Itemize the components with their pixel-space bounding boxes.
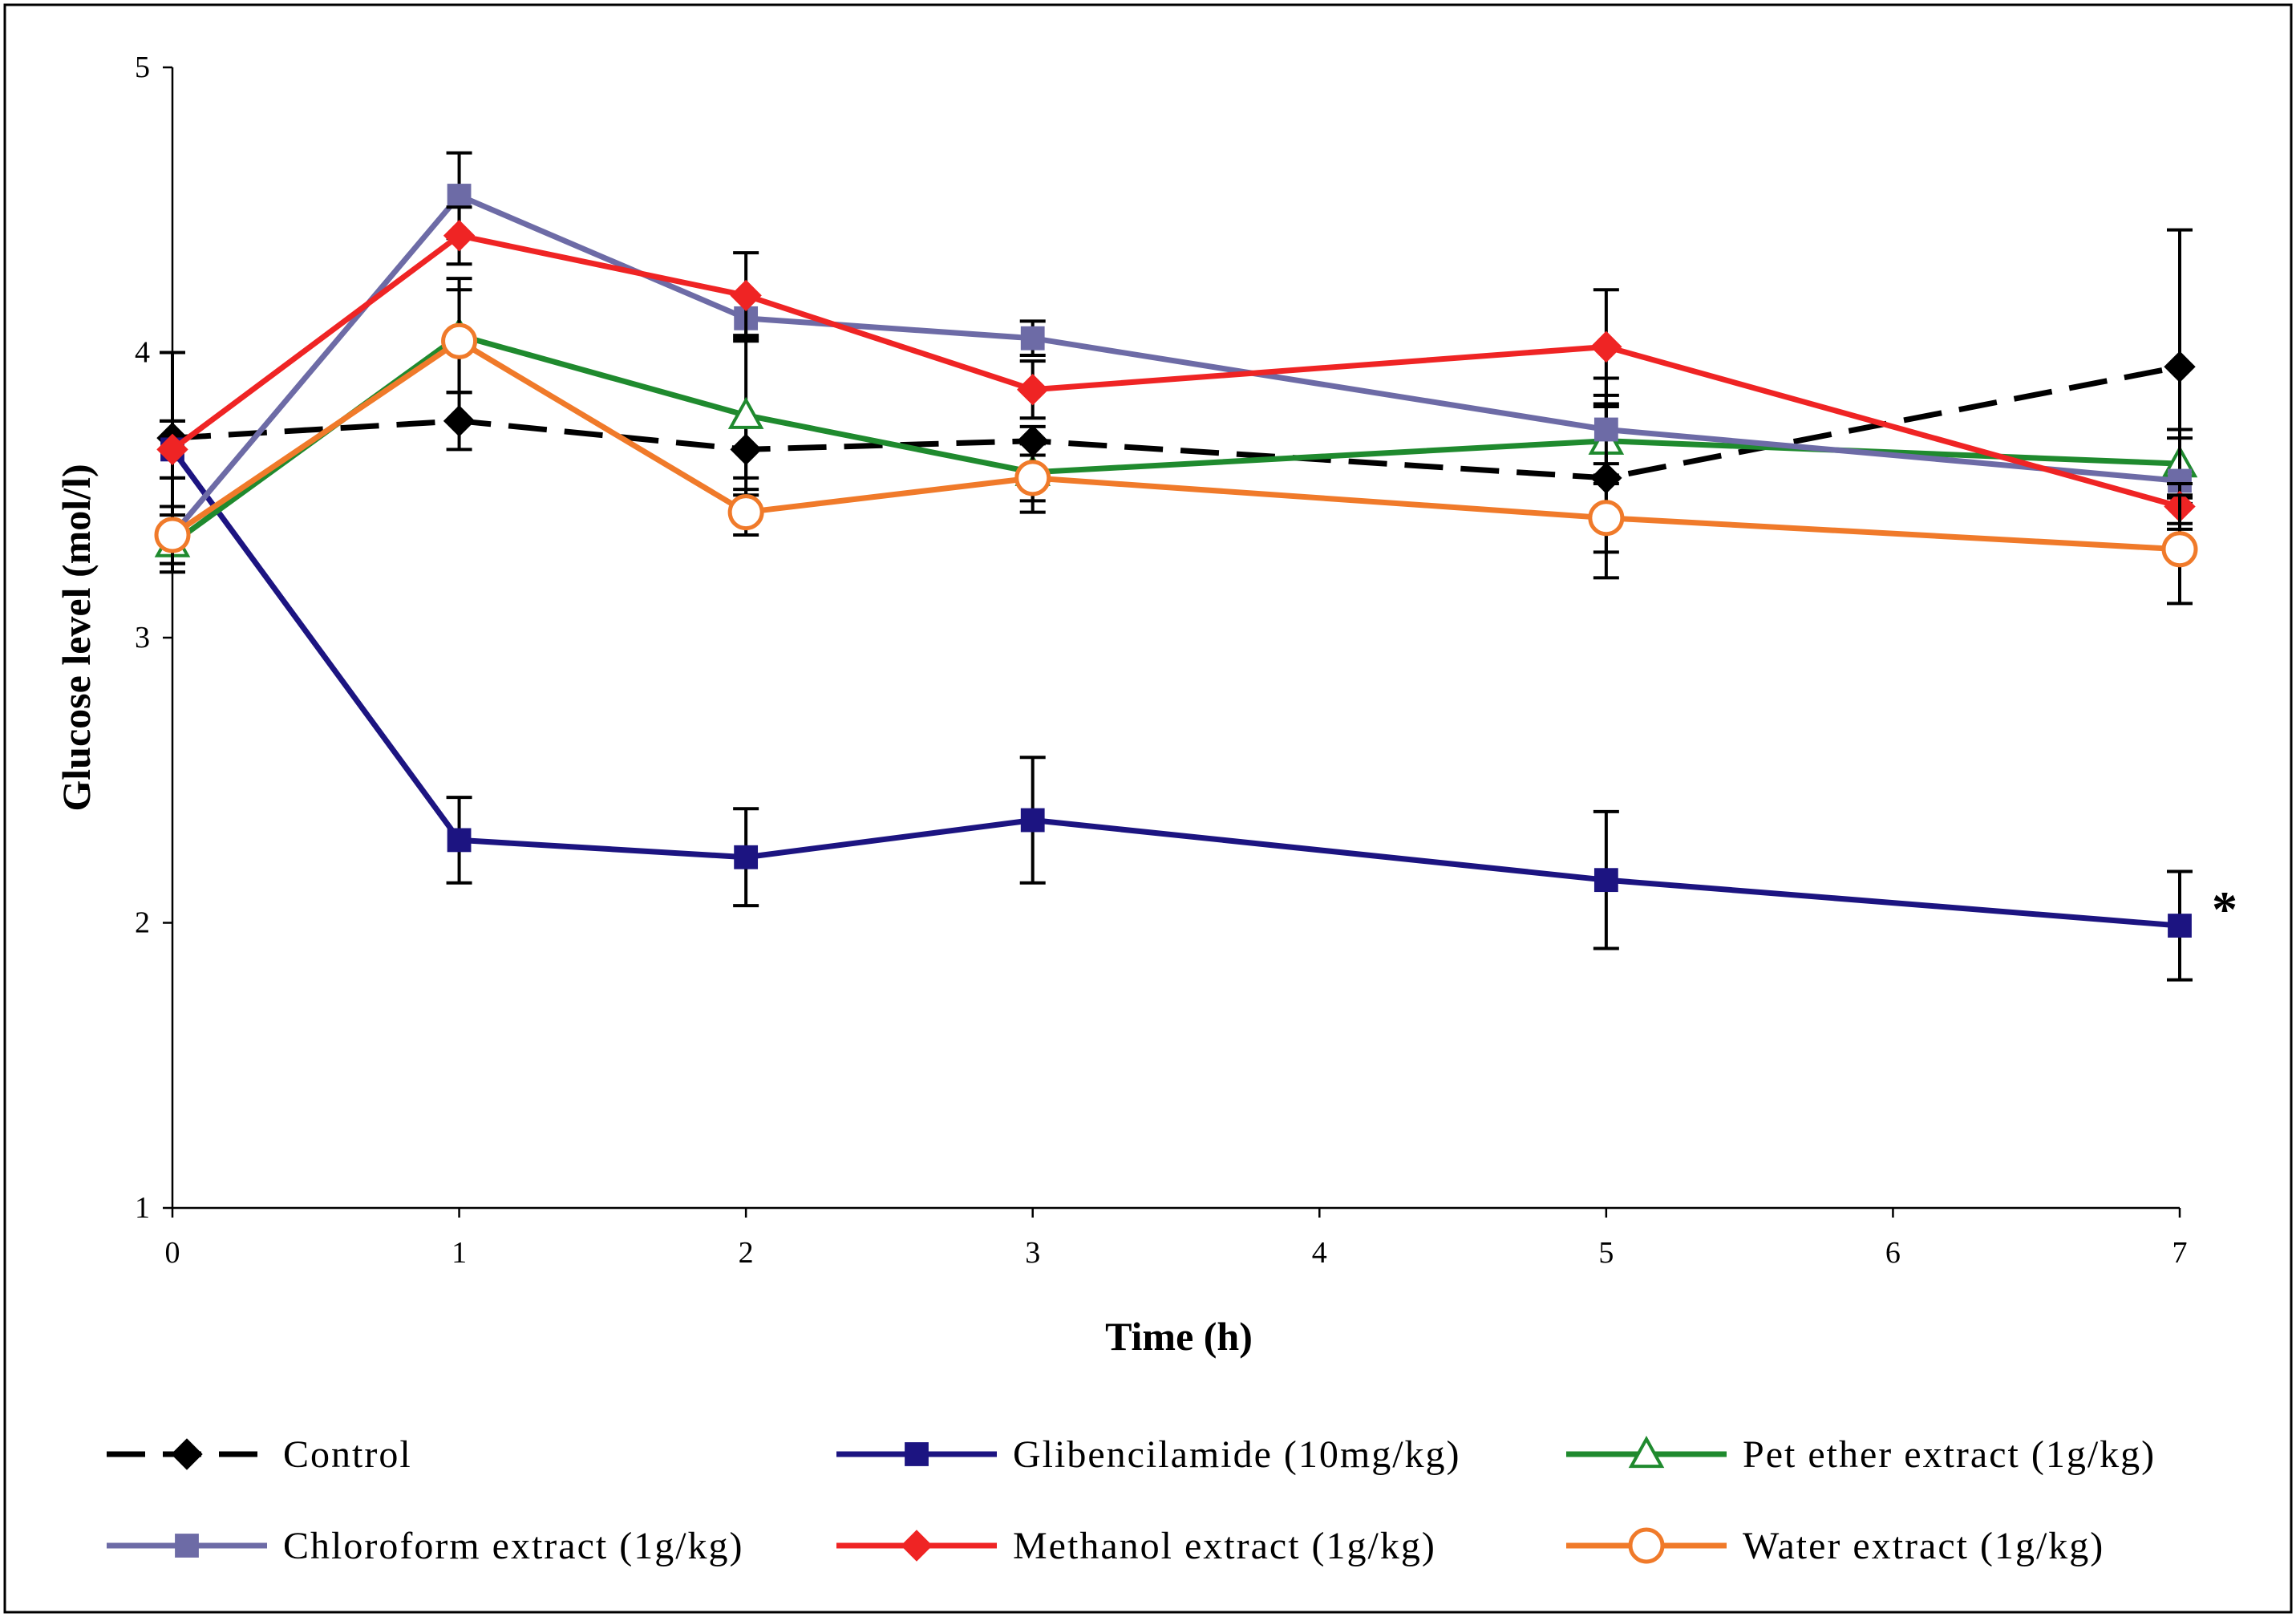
data-point-marker [727,396,764,429]
data-point-marker [1593,868,1618,893]
legend-item: Control [107,1433,412,1476]
legend-label: Glibencilamide (10mg/kg) [1013,1433,1461,1476]
x-tick-label: 2 [739,1236,754,1270]
legend-item: Water extract (1g/kg) [1566,1525,2104,1567]
x-tick-label: 4 [1312,1236,1327,1270]
series-line [172,363,2181,481]
series-1 [160,419,2193,982]
legend-item: Glibencilamide (10mg/kg) [836,1433,1461,1476]
significance-asterisk: * [2212,881,2237,938]
x-ticks: 0 1 2 3 4 5 6 7 [165,1208,2188,1270]
data-point-marker [156,433,188,466]
legend-item: Methanol extract (1g/kg) [836,1525,1436,1567]
x-tick-label: 5 [1598,1236,1614,1270]
x-tick-label: 0 [165,1236,180,1270]
data-point-marker [2168,914,2192,938]
data-point-marker [2161,531,2198,568]
data-point-marker [1628,1435,1665,1469]
data-point-marker [447,184,472,208]
data-point-marker [1590,330,1622,363]
legend-item: Pet ether extract (1g/kg) [1566,1433,2156,1476]
annotations: * [2212,881,2237,938]
y-tick-label: 3 [135,621,150,654]
series-line [171,338,2181,553]
legend-label: Methanol extract (1g/kg) [1013,1525,1436,1567]
data-point-marker [905,1442,929,1466]
data-point-marker [730,279,762,312]
legend: Control Glibencilamide (10mg/kg) Pet ether… [107,1433,2156,1567]
legend-label: Pet ether extract (1g/kg) [1743,1433,2156,1476]
y-tick-label: 4 [135,336,150,370]
series-5 [154,288,2198,606]
series-4 [156,205,2196,531]
data-point-marker [1017,374,1049,406]
x-tick-label: 7 [2172,1236,2188,1270]
x-axis-title: Time (h) [1105,1314,1253,1359]
data-point-marker [2164,351,2196,383]
series-line [170,192,2181,537]
legend-label: Control [283,1433,412,1476]
legend-label: Water extract (1g/kg) [1743,1525,2104,1567]
x-tick-label: 3 [1025,1236,1040,1270]
data-point-marker [441,322,478,359]
y-tick-label: 1 [135,1191,150,1225]
data-point-marker [1588,500,1625,537]
legend-label: Chloroform extract (1g/kg) [283,1525,744,1567]
data-point-marker [443,405,476,437]
x-tick-label: 1 [452,1236,467,1270]
data-point-marker [1014,460,1051,496]
data-point-marker [447,828,472,853]
series-line [170,233,2181,509]
data-point-marker [154,517,191,553]
y-tick-label: 5 [135,51,150,84]
data-point-marker [1020,326,1045,351]
data-point-marker [734,845,759,869]
data-point-marker [1020,808,1045,833]
series-line [170,448,2181,929]
y-tick-label: 2 [135,906,150,940]
legend-item: Chloroform extract (1g/kg) [107,1525,744,1567]
data-point-marker [443,220,476,252]
chart-frame [3,3,2293,1614]
plot-area [154,151,2198,982]
data-point-marker [1593,417,1618,442]
data-point-marker [901,1530,933,1562]
x-tick-label: 6 [1885,1236,1901,1270]
data-point-marker [175,1534,199,1558]
data-point-marker [727,494,764,531]
data-point-marker [1628,1527,1665,1564]
y-ticks: 1 2 3 4 5 [135,51,172,1225]
y-axis-title: Glucose level (mol/l) [54,464,99,811]
data-point-marker [171,1438,203,1470]
